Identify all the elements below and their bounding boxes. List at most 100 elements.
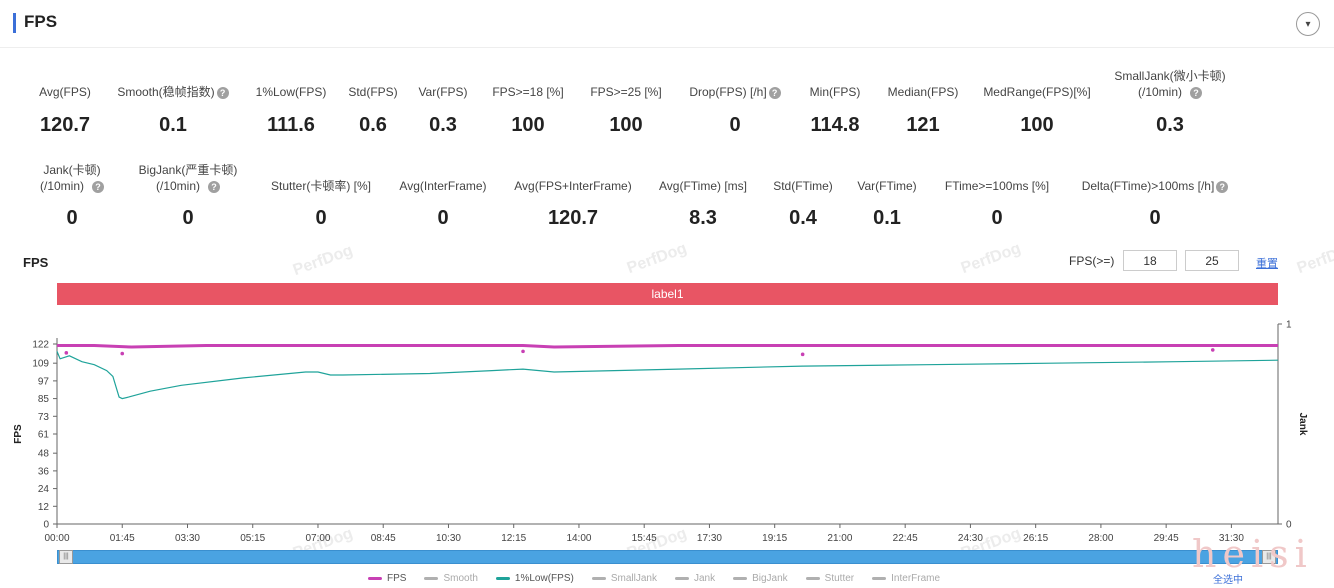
metric-label-text: Var(FTime) bbox=[857, 179, 917, 193]
legend-item[interactable]: Jank bbox=[674, 571, 715, 585]
fps-dip-point bbox=[521, 349, 525, 354]
fps-threshold-input-2[interactable] bbox=[1185, 250, 1239, 271]
metric-label: Std(FPS) bbox=[293, 84, 453, 100]
metric-label-text: Std(FTime) bbox=[773, 179, 833, 193]
x-tick-label: 21:00 bbox=[827, 533, 852, 544]
metric-label-text: SmallJank(微小卡顿) bbox=[1114, 69, 1226, 83]
metric-label-text: Smooth(稳帧指数) bbox=[117, 85, 215, 99]
x-tick-label: 14:00 bbox=[566, 533, 591, 544]
metric-label-text: Median(FPS) bbox=[887, 85, 959, 99]
help-icon[interactable]: ? bbox=[1216, 181, 1229, 193]
fps-dip-point bbox=[64, 351, 69, 355]
metric-label-unit: (/10min)? bbox=[1090, 84, 1250, 100]
legend-item[interactable]: InterFrame bbox=[872, 571, 940, 585]
metric-value: 121 bbox=[906, 114, 940, 136]
metric-label: Avg(FPS+InterFrame) bbox=[493, 178, 653, 194]
time-range-slider[interactable]: ||| ||| bbox=[57, 550, 1278, 564]
legend-label: SmallJank bbox=[610, 572, 657, 584]
metric-value: 100 bbox=[1020, 114, 1054, 136]
x-tick-label: 17:30 bbox=[697, 533, 722, 544]
legend-label: InterFrame bbox=[891, 572, 941, 584]
metric-label-text: Min(FPS) bbox=[809, 85, 861, 99]
metric-value: 0 bbox=[991, 207, 1003, 229]
y2-axis-title: Jank bbox=[1297, 413, 1308, 436]
metric-value: 100 bbox=[609, 114, 643, 136]
y-tick-label: 12 bbox=[38, 502, 50, 513]
slider-right-handle[interactable]: ||| bbox=[1262, 550, 1276, 564]
legend-item[interactable]: BigJank bbox=[733, 571, 788, 585]
y-tick-label: 24 bbox=[38, 484, 50, 495]
metric-value: 111.6 bbox=[267, 114, 315, 136]
metric-item: Avg(FPS) 120.7 bbox=[0, 84, 145, 136]
metric-value: 0.3 bbox=[429, 114, 457, 136]
metric-value: 0 bbox=[182, 207, 194, 229]
fps-threshold-input-1[interactable] bbox=[1123, 250, 1177, 271]
help-icon[interactable]: ? bbox=[768, 87, 781, 99]
help-icon[interactable]: ? bbox=[208, 181, 220, 193]
panel-header: FPS ▾ bbox=[0, 0, 1334, 48]
help-icon[interactable]: ? bbox=[92, 181, 104, 193]
x-tick-label: 01:45 bbox=[110, 533, 135, 544]
metric-label: Jank(卡顿) bbox=[0, 162, 152, 178]
metric-label: FPS>=25 [%] bbox=[546, 84, 706, 100]
metric-label-text: MedRange(FPS)[%] bbox=[983, 85, 1091, 99]
metric-label-text: 1%Low(FPS) bbox=[255, 85, 327, 99]
legend-item[interactable]: SmallJank bbox=[591, 571, 657, 585]
metric-label-text: FPS>=18 [%] bbox=[492, 85, 564, 99]
y2-tick-label: 0 bbox=[1286, 520, 1292, 531]
corner-watermark-text: heisi bbox=[1192, 532, 1313, 576]
metric-item: FTime>=100ms [%] 0 bbox=[917, 178, 1077, 229]
slider-left-handle[interactable]: ||| bbox=[59, 550, 73, 564]
metric-label: Var(FTime) bbox=[807, 178, 967, 194]
chart-title: FPS bbox=[23, 255, 49, 270]
reset-button[interactable]: 重置 bbox=[1256, 258, 1278, 270]
metric-label: MedRange(FPS)[%] bbox=[957, 84, 1117, 100]
metric-item: Drop(FPS) [/h]? 0 bbox=[655, 84, 815, 136]
metric-value: 0 bbox=[66, 207, 78, 229]
metric-item: FPS>=25 [%] 100 bbox=[546, 84, 706, 136]
metric-item: Std(FTime) 0.4 bbox=[723, 178, 883, 229]
label-band[interactable]: label1 bbox=[57, 283, 1278, 305]
select-all-link[interactable]: 全选中 bbox=[1213, 575, 1243, 586]
y-tick-label: 61 bbox=[38, 430, 50, 441]
metric-label-text: BigJank(严重卡顿) bbox=[138, 163, 238, 177]
metric-item: MedRange(FPS)[%] 100 bbox=[957, 84, 1117, 136]
metric-label-text: Avg(FPS) bbox=[39, 85, 91, 99]
metric-value: 120.7 bbox=[39, 114, 91, 136]
metric-label: Delta(FTime)>100ms [/h]? bbox=[1075, 178, 1235, 194]
metric-item: Median(FPS) 121 bbox=[843, 84, 1003, 136]
metric-item: Min(FPS) 114.8 bbox=[755, 84, 915, 136]
fps-line-chart[interactable]: 0 12 24 36 48 61 73 85 97 109 122 0 1 00:00 01:45 03:30… bbox=[0, 310, 1334, 550]
metric-label: FTime>=100ms [%] bbox=[917, 178, 1077, 194]
collapse-toggle-icon[interactable]: ▾ bbox=[1296, 12, 1320, 36]
metric-label: BigJank(严重卡顿) bbox=[108, 162, 268, 178]
legend-item[interactable]: 1%Low(FPS) bbox=[495, 571, 574, 585]
metric-item: Var(FPS) 0.3 bbox=[363, 84, 523, 136]
legend-item[interactable]: FPS bbox=[368, 571, 406, 585]
legend-item[interactable]: Smooth bbox=[424, 571, 478, 585]
x-tick-label: 00:00 bbox=[44, 533, 69, 544]
watermark: PerfDog bbox=[958, 239, 1024, 278]
metric-value: 120.7 bbox=[547, 207, 599, 229]
metric-item: Avg(InterFrame) 0 bbox=[363, 178, 523, 229]
panel-title: FPS bbox=[24, 12, 58, 31]
metric-value: 114.8 bbox=[810, 114, 860, 136]
metric-item: Jank(卡顿) (/10min)? 0 bbox=[0, 162, 152, 229]
metric-value: 0.3 bbox=[1156, 114, 1184, 136]
metric-item: Var(FTime) 0.1 bbox=[807, 178, 967, 229]
fps-dip-point bbox=[800, 352, 805, 357]
x-tick-label: 22:45 bbox=[893, 533, 918, 544]
legend-item[interactable]: Stutter bbox=[805, 571, 854, 585]
y-tick-label: 97 bbox=[38, 376, 50, 387]
help-icon[interactable]: ? bbox=[1190, 87, 1202, 99]
legend-swatch-icon bbox=[495, 576, 510, 580]
x-tick-label: 10:30 bbox=[436, 533, 461, 544]
metric-label-text: Avg(FTime) [ms] bbox=[658, 179, 747, 193]
y-tick-label: 73 bbox=[38, 412, 50, 423]
legend-swatch-icon bbox=[424, 576, 439, 580]
metric-value: 0 bbox=[1149, 207, 1161, 229]
help-icon[interactable]: ? bbox=[216, 87, 229, 99]
legend-swatch-icon bbox=[872, 576, 887, 580]
metric-label: Avg(FTime) [ms] bbox=[623, 178, 783, 194]
metric-label: Min(FPS) bbox=[755, 84, 915, 100]
